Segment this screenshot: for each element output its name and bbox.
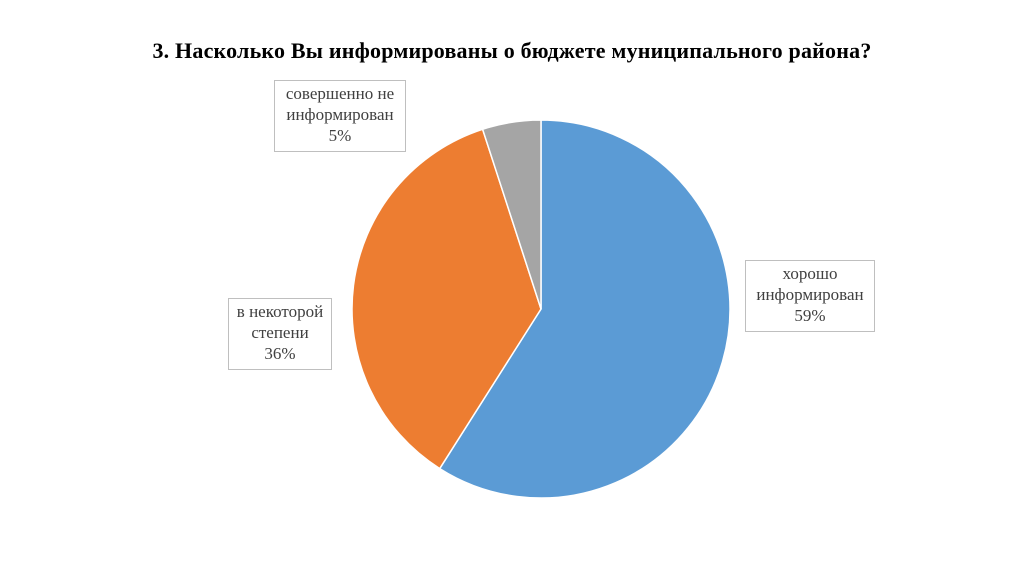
data-label-line: информирован <box>286 105 394 124</box>
data-label-percent: 59% <box>794 306 826 325</box>
data-label-line: совершенно не <box>285 84 395 103</box>
pie-slice-well-informed <box>438 119 731 499</box>
data-label-not-informed: совершенно не информирован 5% <box>274 80 406 152</box>
data-label-percent: 36% <box>264 344 296 363</box>
data-label-line: информирован <box>756 285 864 304</box>
data-label-line: в некоторой <box>236 302 324 321</box>
data-label-well-informed: хорошо информирован 59% <box>745 260 875 332</box>
data-label-somewhat-informed: в некоторой степени 36% <box>228 298 332 370</box>
pie-slice-not-informed <box>481 119 542 310</box>
pie-slice-somewhat-informed <box>351 128 542 470</box>
data-label-line: хорошо <box>782 264 838 283</box>
chart-title: 3. Насколько Вы информированы о бюджете … <box>152 38 872 63</box>
data-label-percent: 5% <box>328 126 352 145</box>
data-label-line: степени <box>251 323 309 342</box>
